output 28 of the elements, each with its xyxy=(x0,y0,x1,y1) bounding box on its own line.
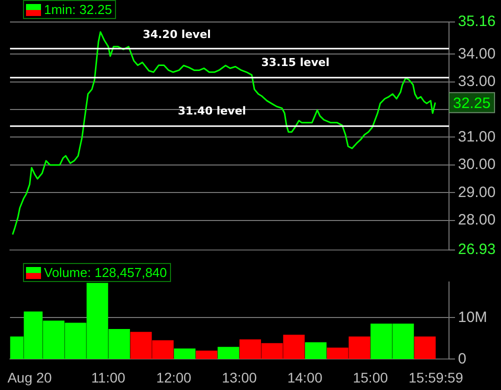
y-tick-label: 35.16 xyxy=(458,13,496,30)
y-tick-label: 30.00 xyxy=(458,156,496,174)
x-tick-label: 15:00 xyxy=(352,369,388,386)
y-tick-label: 26.93 xyxy=(458,241,496,258)
bar xyxy=(414,336,436,360)
bar xyxy=(218,346,240,360)
bar xyxy=(196,350,218,360)
x-tick-label: 13:00 xyxy=(222,369,258,386)
y-tick-label: 0 xyxy=(458,350,466,368)
ref-line-label: 34.20 level xyxy=(142,28,211,41)
x-tick-label: Aug 20 xyxy=(7,369,52,386)
y-tick-label: 33.00 xyxy=(458,72,496,90)
y-tick-label: 31.00 xyxy=(458,128,496,146)
ref-line-label: 31.40 level xyxy=(178,104,246,118)
y-tick-label: 29.00 xyxy=(458,184,496,201)
ref-line-label: 33.15 level xyxy=(261,56,330,70)
chart-title: Volume: 128,457,840 xyxy=(44,265,167,280)
chart-title: 1min: 32.25 xyxy=(44,2,112,17)
text: 32.25 xyxy=(453,94,491,112)
y-tick-label: 10M xyxy=(458,308,488,326)
x-tick-label: 12:00 xyxy=(156,369,192,386)
x-tick-label: 15:59:59 xyxy=(408,369,464,386)
y-tick-label: 34.00 xyxy=(458,45,496,62)
x-tick-label: 14:00 xyxy=(287,369,323,386)
x-tick-label: 11:00 xyxy=(91,369,126,386)
bar xyxy=(174,348,196,360)
bar xyxy=(305,342,327,360)
y-tick-label: 28.00 xyxy=(458,212,496,228)
